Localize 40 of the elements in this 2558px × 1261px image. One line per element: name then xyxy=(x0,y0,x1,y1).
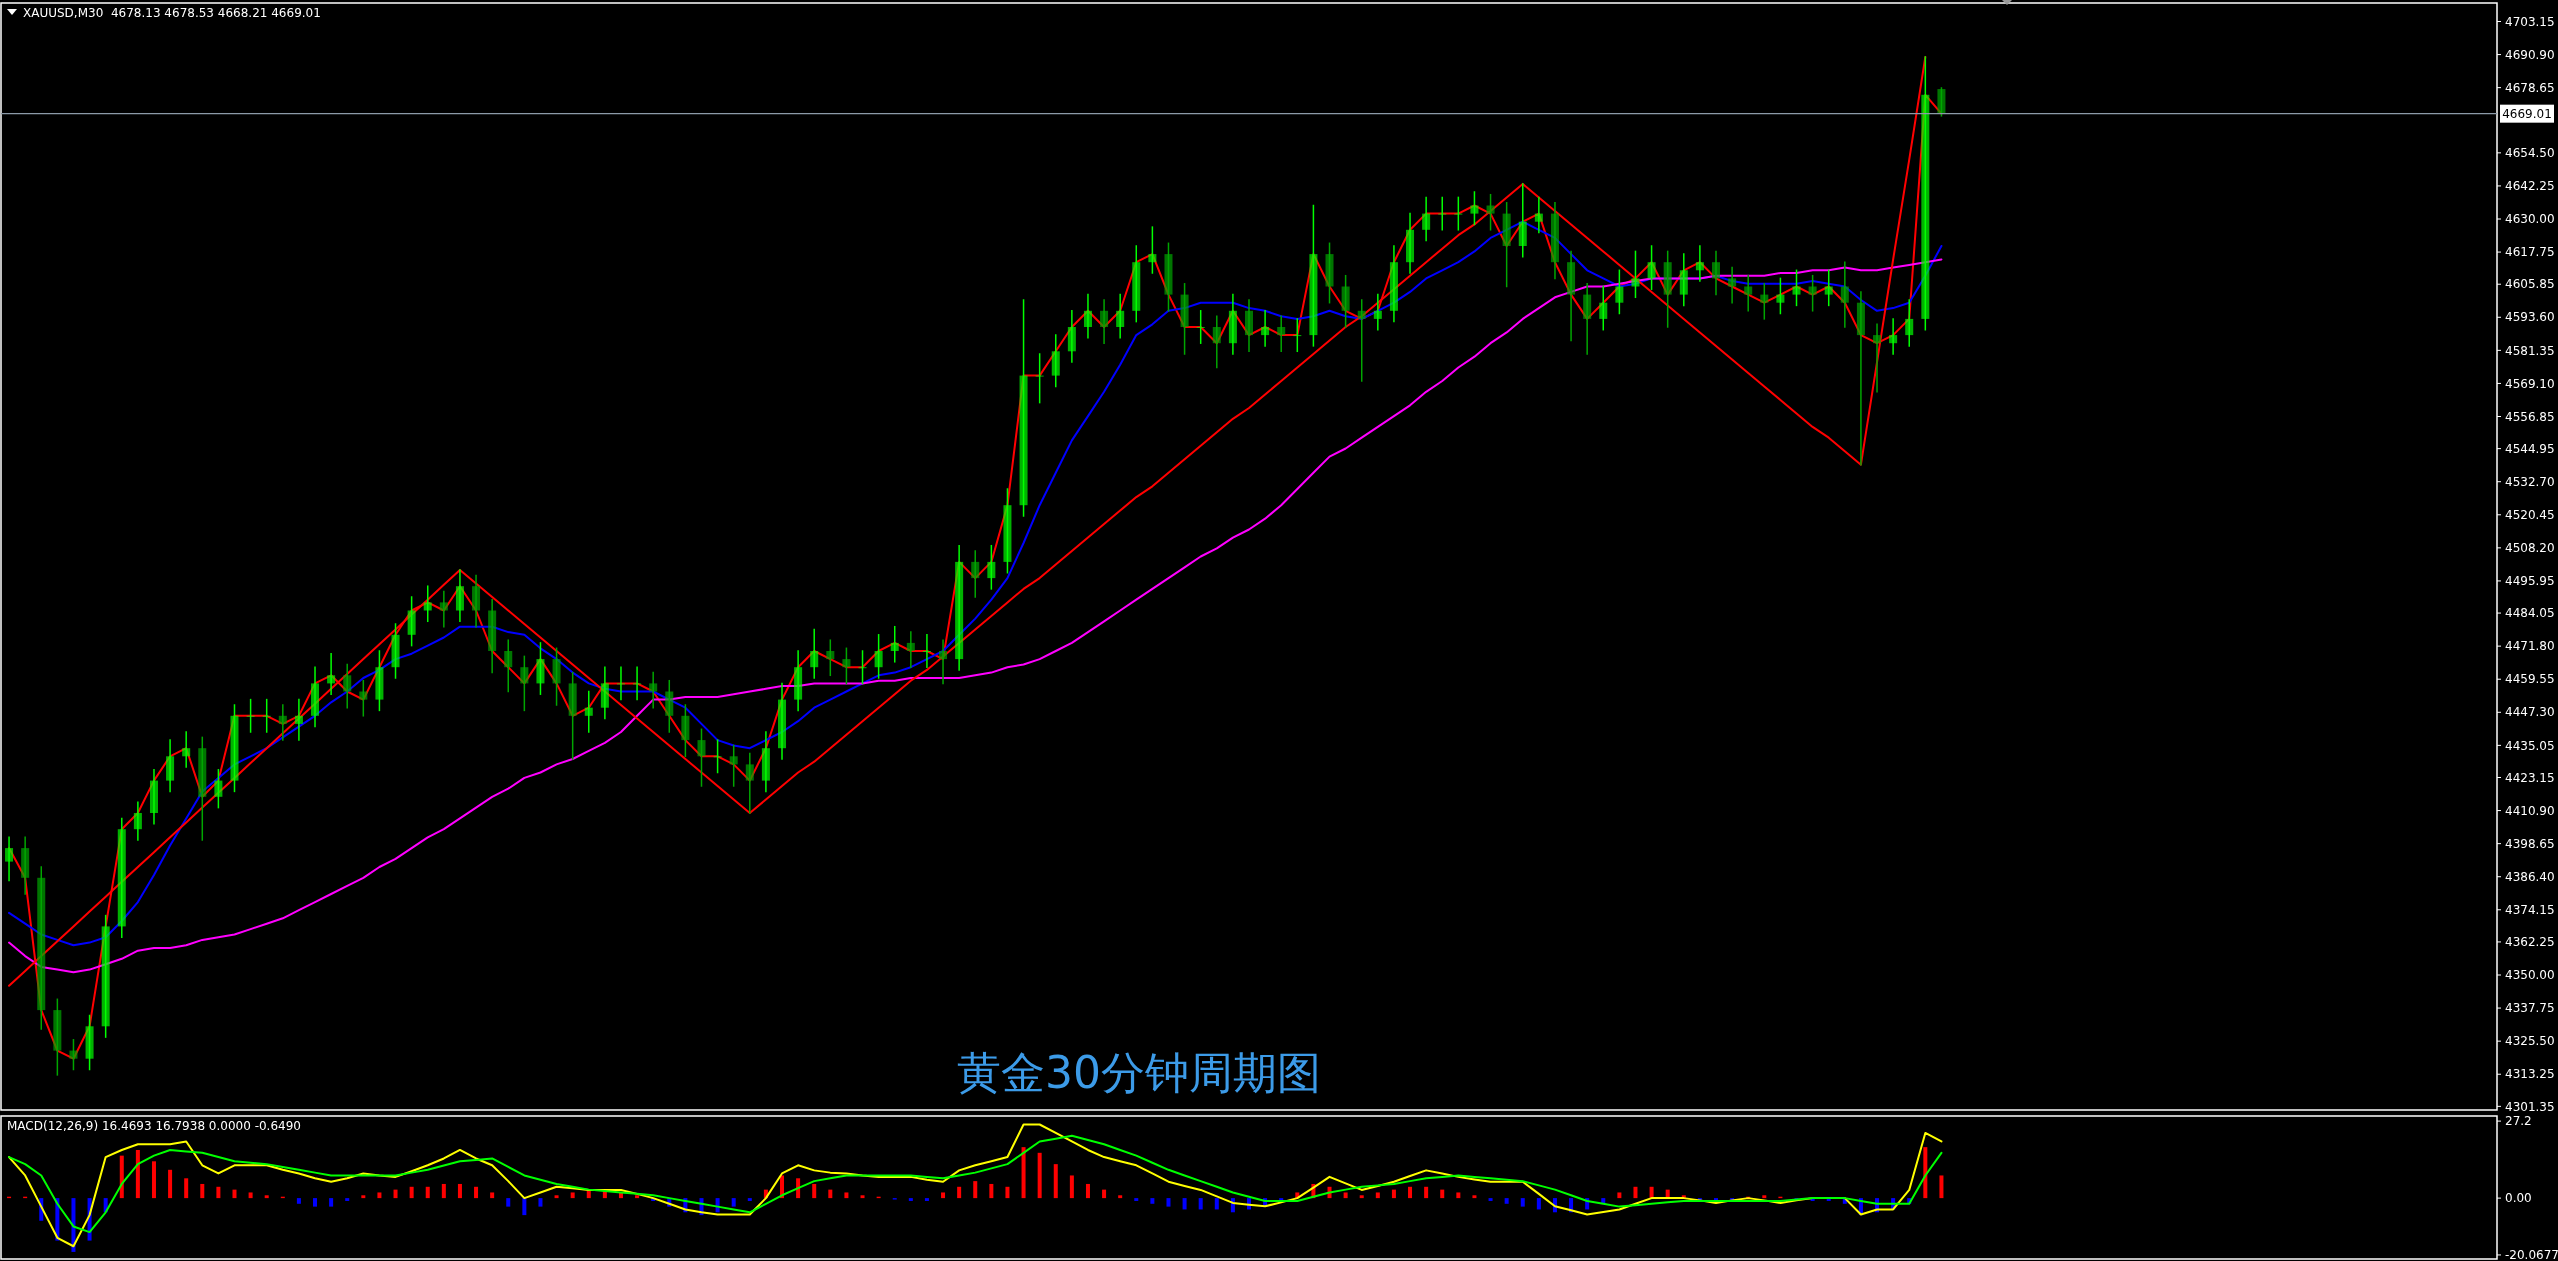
y-tick-label: 4630.00 xyxy=(2505,212,2555,227)
chart-title: XAUUSD,M30 4678.13 4678.53 4668.21 4669.01 xyxy=(23,6,321,20)
y-tick-label: 4520.45 xyxy=(2505,507,2555,522)
y-tick-label: 4362.25 xyxy=(2505,935,2555,950)
y-tick-label: 4423.15 xyxy=(2505,770,2555,785)
y-tick-label: 4508.20 xyxy=(2505,541,2555,556)
y-tick-label: 4593.60 xyxy=(2505,310,2555,325)
y-tick-label: 4350.00 xyxy=(2505,968,2555,983)
y-tick-label: 4398.65 xyxy=(2505,836,2555,851)
annotation: 黄金30分钟周期图 xyxy=(957,1047,1321,1098)
y-tick-label: 4556.85 xyxy=(2505,409,2555,424)
y-tick-label: 4605.85 xyxy=(2505,277,2555,292)
y-tick-label: 4447.30 xyxy=(2505,705,2555,720)
y-tick-label: 4690.90 xyxy=(2505,47,2555,62)
y-tick-label: 4484.05 xyxy=(2505,606,2555,621)
y-tick-label: 4581.35 xyxy=(2505,343,2555,358)
y-tick-label: 4471.80 xyxy=(2505,639,2555,654)
y-tick-label: 4374.15 xyxy=(2505,902,2555,917)
y-tick-label: 4654.50 xyxy=(2505,146,2555,161)
ref-line-label: 4669.01 xyxy=(2502,106,2552,121)
y-tick-label: 4569.10 xyxy=(2505,376,2555,391)
y-tick-label: 4410.90 xyxy=(2505,803,2555,818)
y-tick-label: 4544.95 xyxy=(2505,441,2555,456)
y-tick-label: 4386.40 xyxy=(2505,869,2555,884)
y-tick-label: 4617.75 xyxy=(2505,245,2555,260)
y-tick-label: 4678.65 xyxy=(2505,80,2555,95)
y-tick-label: 4325.50 xyxy=(2505,1034,2555,1049)
y-tick-label: 4703.15 xyxy=(2505,14,2555,29)
y-tick-label: 4313.25 xyxy=(2505,1067,2555,1082)
y-tick-label: 4435.05 xyxy=(2505,738,2555,753)
y-tick-label: 4301.35 xyxy=(2505,1099,2555,1114)
y-tick-label: -20.0677 xyxy=(2505,1248,2558,1261)
y-tick-label: 4642.25 xyxy=(2505,179,2555,194)
y-tick-label: 27.2 xyxy=(2505,1114,2532,1129)
y-tick-label: 0.00 xyxy=(2505,1191,2532,1206)
y-tick-label: 4459.55 xyxy=(2505,672,2555,687)
chart-title: MACD(12,26,9) 16.4693 16.7938 0.0000 -0.6490 xyxy=(7,1119,301,1133)
y-tick-label: 4532.70 xyxy=(2505,474,2555,489)
y-tick-label: 4337.75 xyxy=(2505,1001,2555,1016)
y-tick-label: 4495.95 xyxy=(2505,574,2555,589)
